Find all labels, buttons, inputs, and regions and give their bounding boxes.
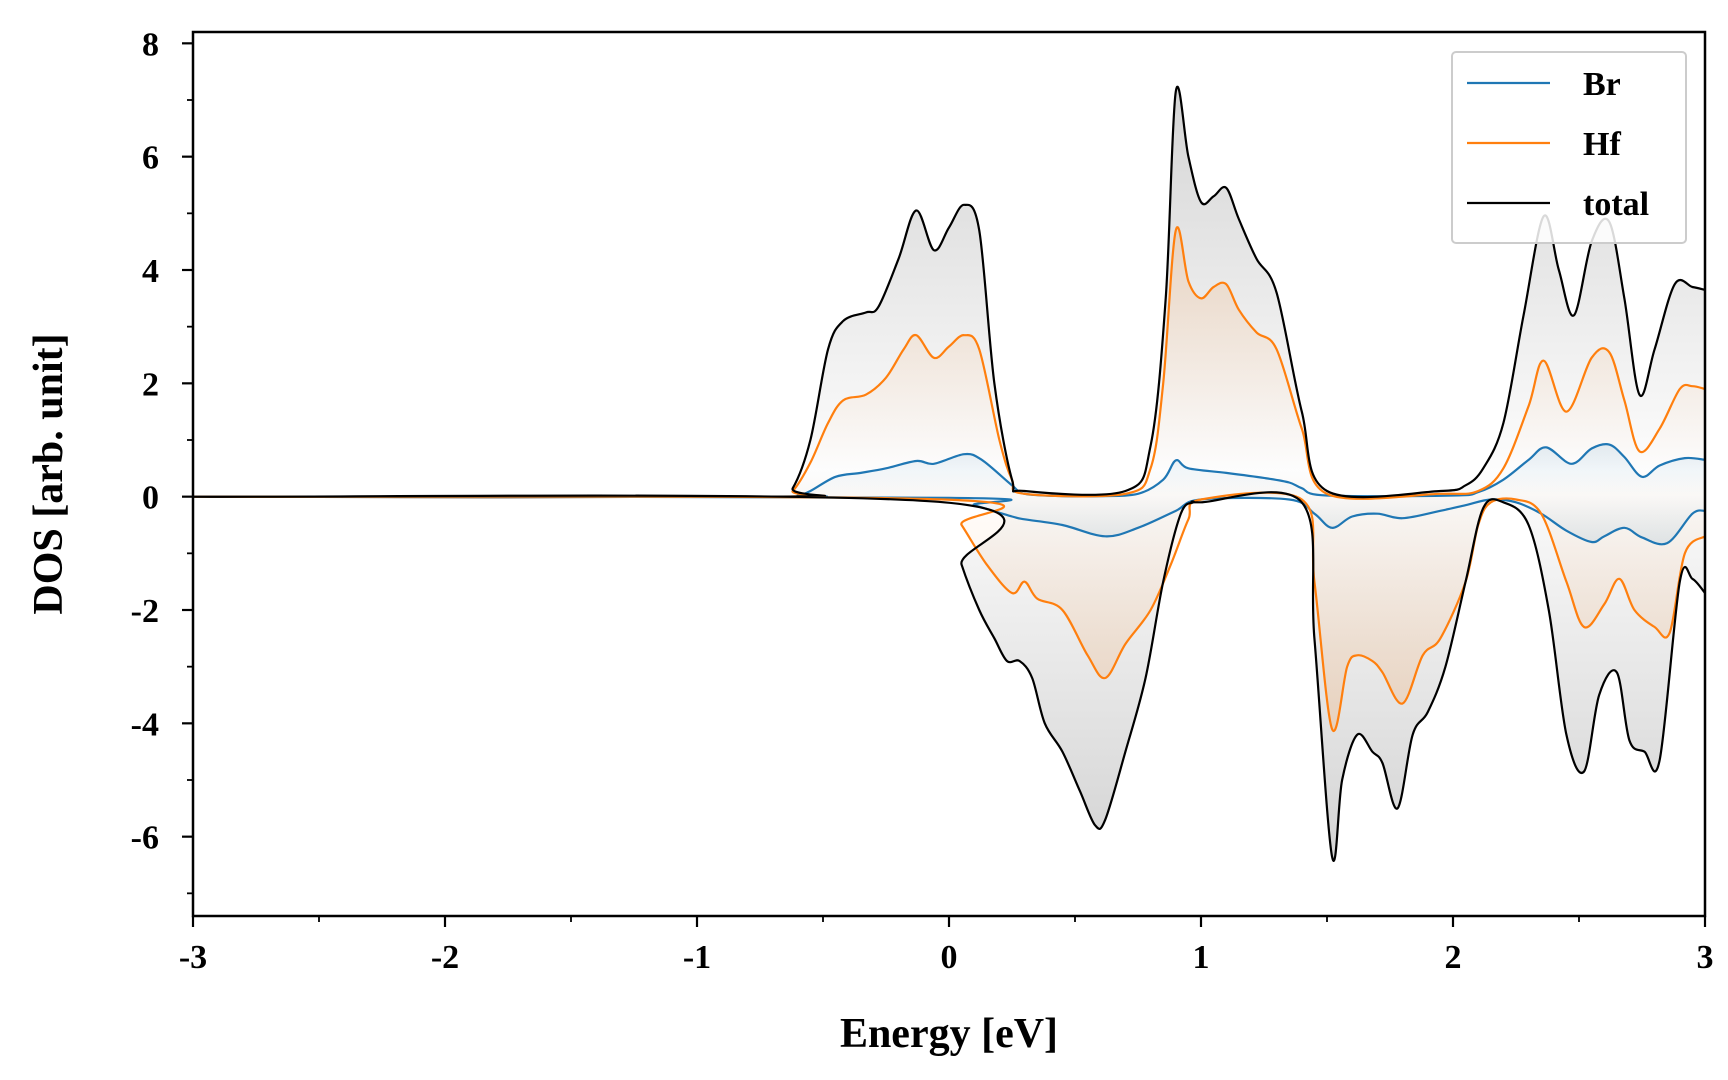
y-axis: 8 6 4 2 0 -2 -4 -6 [131, 26, 193, 895]
legend-label-hf: Hf [1583, 126, 1621, 163]
fill-total-up [193, 86, 1705, 498]
series-line-total-down [193, 491, 1705, 862]
y-tick-label: -6 [131, 820, 159, 857]
series-line-br-up [193, 443, 1705, 498]
x-axis: -3 -2 -1 0 1 2 3 [179, 916, 1714, 976]
legend: Br Hf total [1451, 51, 1687, 244]
x-tick-label: -1 [683, 939, 711, 976]
fill-hf-up [193, 227, 1705, 499]
legend-label-br: Br [1583, 66, 1621, 103]
fill-br-up [193, 444, 1705, 497]
fill-total-down [193, 492, 1705, 861]
fill-br-down [193, 496, 1705, 545]
x-tick-label: 2 [1445, 939, 1462, 976]
y-axis-label: DOS [arb. unit] [26, 333, 72, 614]
x-tick-label: 1 [1193, 939, 1210, 976]
fill-hf-down [193, 492, 1705, 732]
y-tick-label: 0 [142, 480, 159, 517]
y-tick-label: -2 [131, 593, 159, 630]
series-line-total-up [193, 85, 1705, 499]
y-tick-label: 8 [142, 26, 159, 63]
y-tick-label: 4 [142, 253, 159, 290]
series-line-hf-down [193, 491, 1705, 733]
legend-box [1451, 51, 1687, 244]
x-tick-label: 3 [1697, 939, 1714, 976]
legend-label-total: total [1583, 186, 1649, 223]
x-tick-label: 0 [941, 939, 958, 976]
y-tick-label: 2 [142, 366, 159, 403]
fill-layer [193, 86, 1705, 861]
x-axis-label: Energy [eV] [840, 1011, 1058, 1057]
series-lines [193, 85, 1705, 862]
y-tick-label: 6 [142, 140, 159, 177]
x-tick-label: -3 [179, 939, 207, 976]
y-tick-label: -4 [131, 706, 159, 743]
x-tick-label: -2 [431, 939, 459, 976]
series-line-hf-up [193, 226, 1705, 500]
